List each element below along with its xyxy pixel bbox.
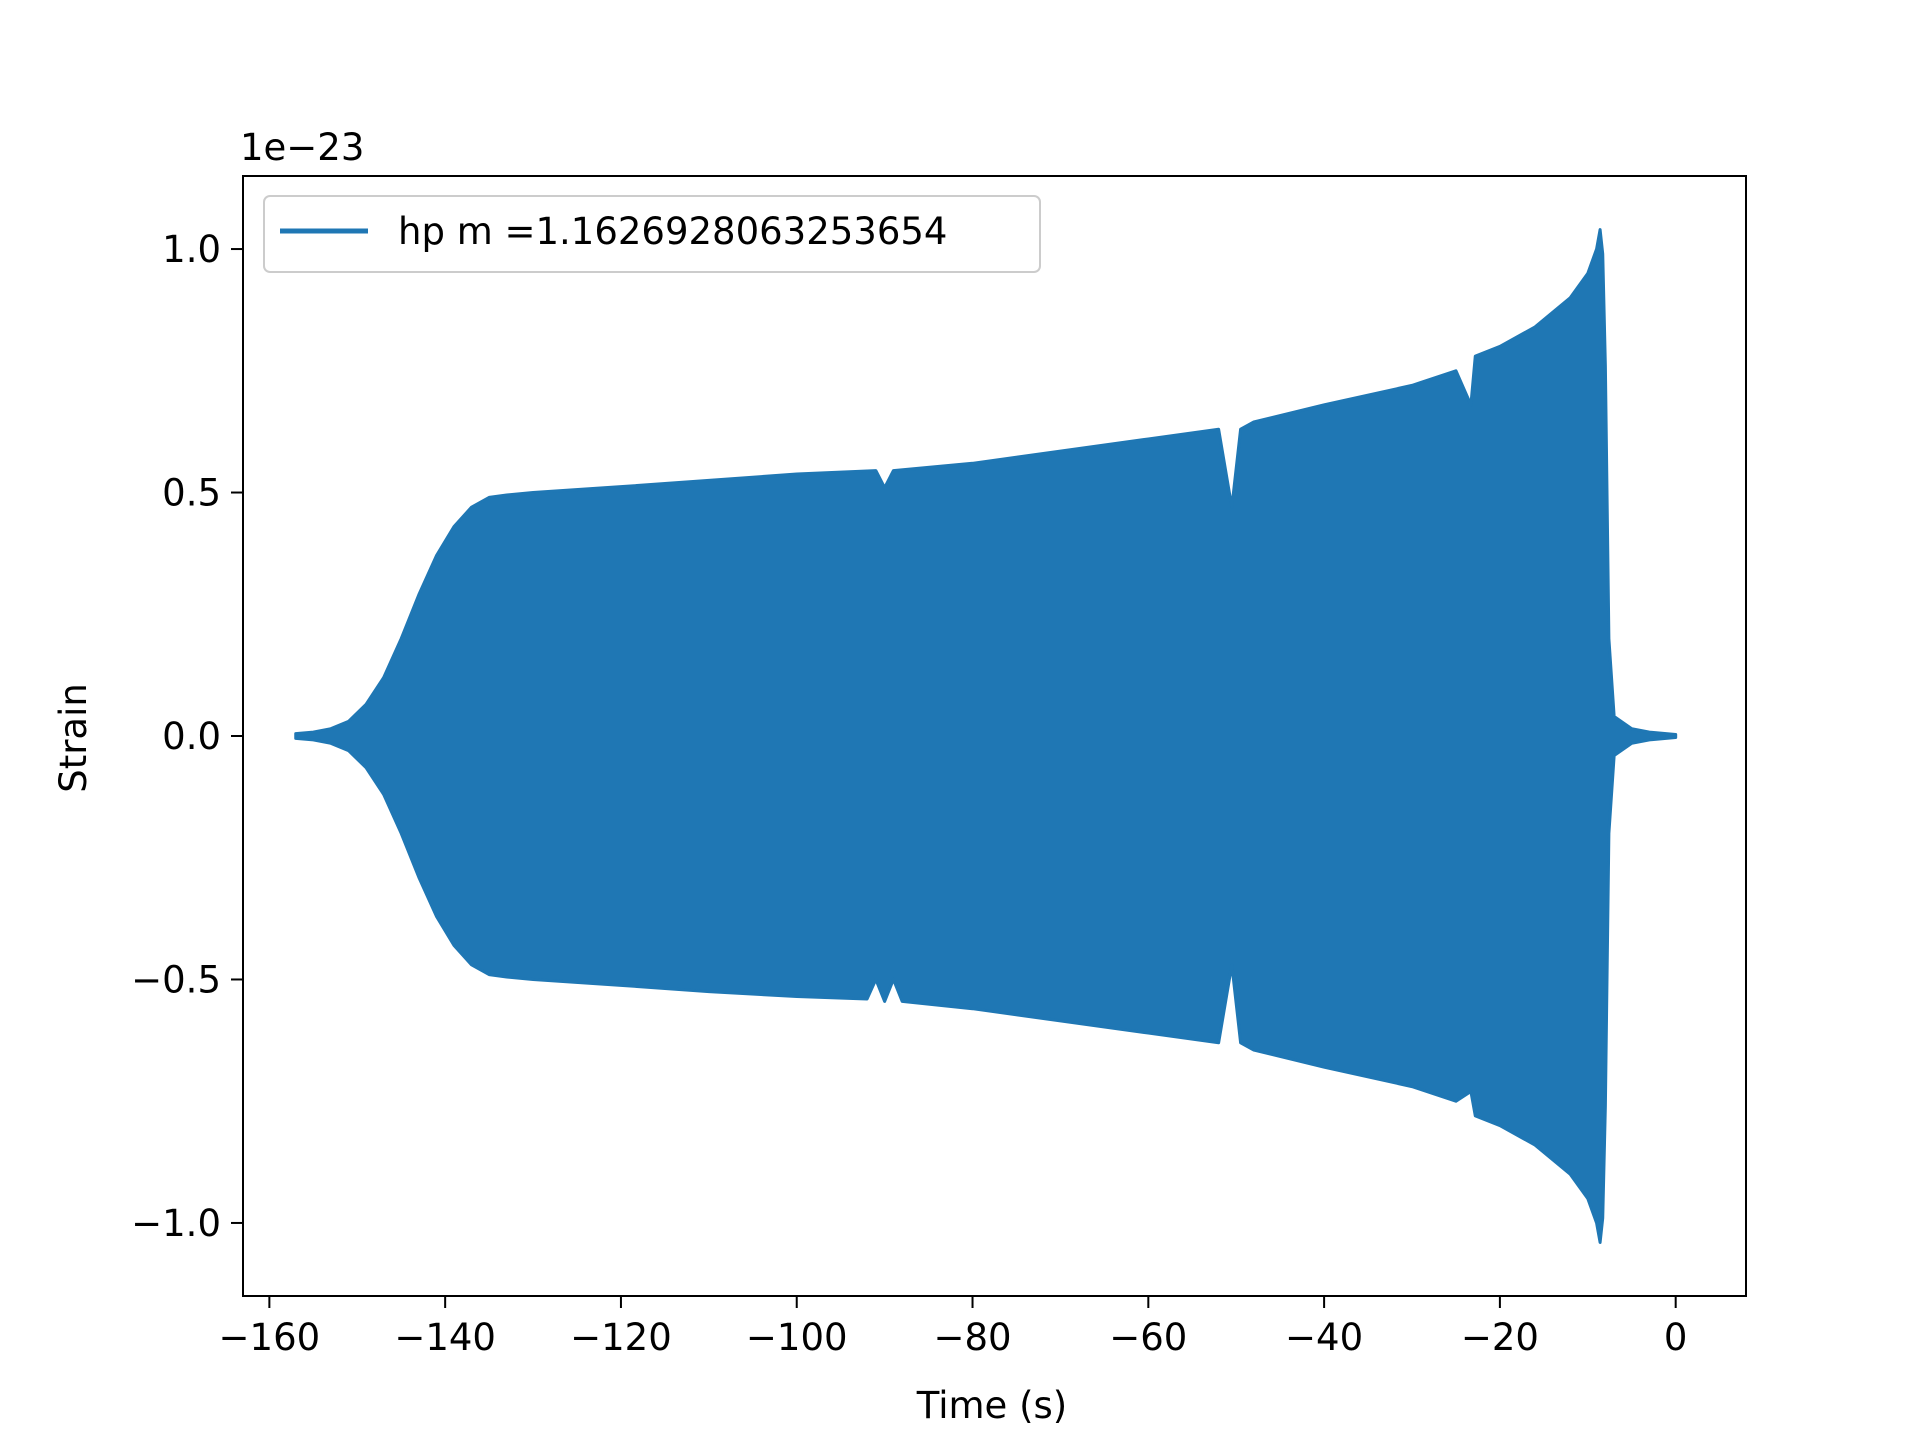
plot-area — [294, 228, 1678, 1244]
x-tick-label: −40 — [1285, 1316, 1363, 1359]
axes-frame — [242, 175, 1747, 1297]
y-tick-label: 0.5 — [162, 472, 221, 515]
x-tick-label: 0 — [1664, 1316, 1688, 1359]
y-axis-label: Strain — [52, 683, 95, 793]
x-axis: −160 −140 −120 −100 −80 −60 −40 −20 0 — [219, 1296, 1688, 1359]
y-tick-label: 1.0 — [162, 228, 221, 271]
legend: hp m =1.1626928063253654 — [263, 195, 1041, 273]
y-axis: −1.0 −0.5 0.0 0.5 1.0 — [131, 228, 243, 1245]
legend-box — [263, 195, 1041, 273]
x-tick-label: −140 — [394, 1316, 496, 1359]
y-offset-label: 1e−23 — [240, 126, 364, 169]
x-tick-label: −60 — [1109, 1316, 1187, 1359]
y-tick-label: 0.0 — [162, 715, 221, 758]
x-tick-label: −20 — [1461, 1316, 1539, 1359]
legend-label: hp m =1.1626928063253654 — [398, 210, 947, 253]
y-tick-label: −0.5 — [131, 958, 221, 1001]
x-tick-label: −100 — [746, 1316, 848, 1359]
x-tick-label: −80 — [933, 1316, 1011, 1359]
x-tick-label: −160 — [219, 1316, 321, 1359]
y-tick-label: −1.0 — [131, 1202, 221, 1245]
x-tick-label: −120 — [570, 1316, 672, 1359]
series-hp-envelope — [294, 228, 1678, 1244]
x-axis-label: Time (s) — [916, 1384, 1067, 1427]
